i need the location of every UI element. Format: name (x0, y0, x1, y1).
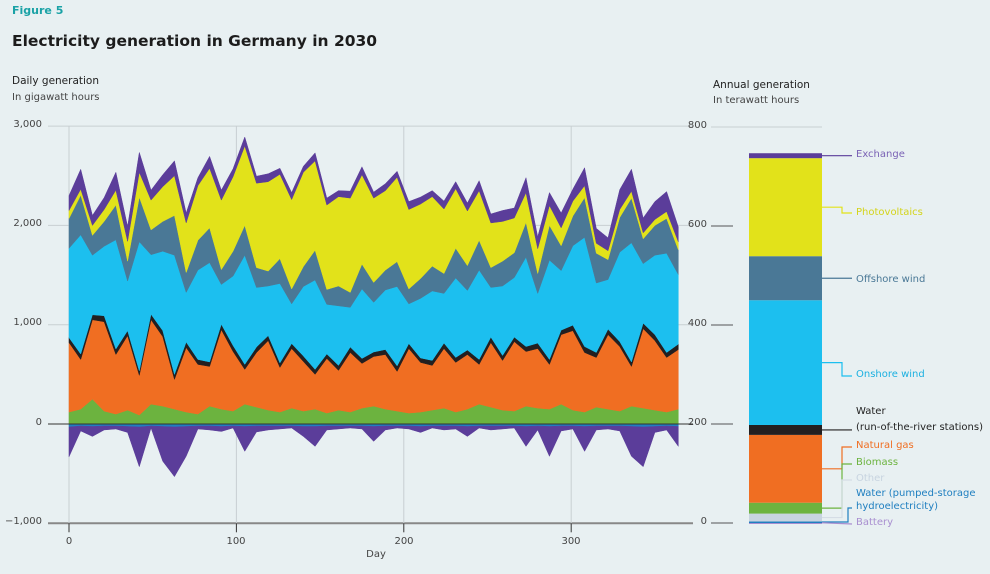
legend-pumped-storage-line2: hydroelectricity) (856, 501, 939, 512)
legend-other: Other (856, 473, 885, 484)
bar-y-tick-label: 200 (687, 417, 707, 428)
y-tick-label: 0 (35, 417, 42, 428)
bar-segment-offshore (749, 256, 822, 301)
chart-title: Electricity generation in Germany in 203… (12, 32, 378, 50)
bar-segment-photovoltaics (749, 158, 822, 257)
leader-line (822, 206, 852, 214)
bar-segment-other (749, 513, 822, 522)
figure-label: Figure 5 (12, 4, 64, 17)
bar-segment-biomass (749, 502, 822, 514)
y-tick-label: 2,000 (13, 218, 42, 229)
area-exchange-negative (68, 425, 679, 478)
y-tick-label: 1,000 (13, 317, 42, 328)
annual-title: Annual generation (713, 79, 810, 91)
bar-y-tick-label: 600 (687, 219, 707, 230)
annual-subtitle: In terawatt hours (713, 95, 800, 106)
daily-title: Daily generation (12, 75, 100, 87)
legend-photovoltaics: Photovoltaics (856, 207, 923, 218)
leader-line (822, 446, 852, 470)
leader-line (822, 479, 852, 519)
bar-segment-natural (749, 434, 822, 503)
legend-pumped-storage-line1: Water (pumped-storage (856, 488, 976, 499)
bar-segment-water (749, 521, 822, 524)
x-tick-label: 100 (226, 536, 246, 547)
x-tick-label: 0 (65, 536, 73, 547)
x-tick-label: 300 (561, 536, 581, 547)
x-axis-label: Day (366, 549, 386, 560)
bar-y-tick-label: 800 (687, 120, 707, 131)
leader-line (822, 507, 852, 523)
legend-water-ror-line1: Water (856, 406, 886, 417)
bar-segment-onshore (749, 300, 822, 425)
leader-line (822, 463, 852, 509)
legend-biomass: Biomass (856, 457, 899, 468)
bar-y-tick-label: 400 (687, 318, 707, 329)
y-tick-label: 3,000 (13, 119, 42, 130)
leader-line (822, 362, 852, 377)
legend-battery: Battery (856, 517, 894, 528)
bar-segment-battery (749, 522, 822, 525)
bar-segment-water (749, 424, 822, 435)
bar-segment-exchange (749, 153, 822, 159)
area-exchange (68, 136, 679, 252)
legend-exchange: Exchange (856, 149, 905, 160)
legend-natural-gas: Natural gas (856, 440, 914, 451)
legend-water-ror-line2: (run-of-the-river stations) (856, 422, 983, 433)
x-tick-label: 200 (394, 536, 414, 547)
y-tick-label: −1,000 (4, 516, 42, 527)
legend-onshore-wind: Onshore wind (856, 369, 925, 380)
legend-offshore-wind: Offshore wind (856, 274, 926, 285)
bar-y-tick-label: 0 (700, 516, 707, 527)
leader-line (821, 522, 853, 525)
daily-subtitle: In gigawatt hours (12, 92, 100, 103)
